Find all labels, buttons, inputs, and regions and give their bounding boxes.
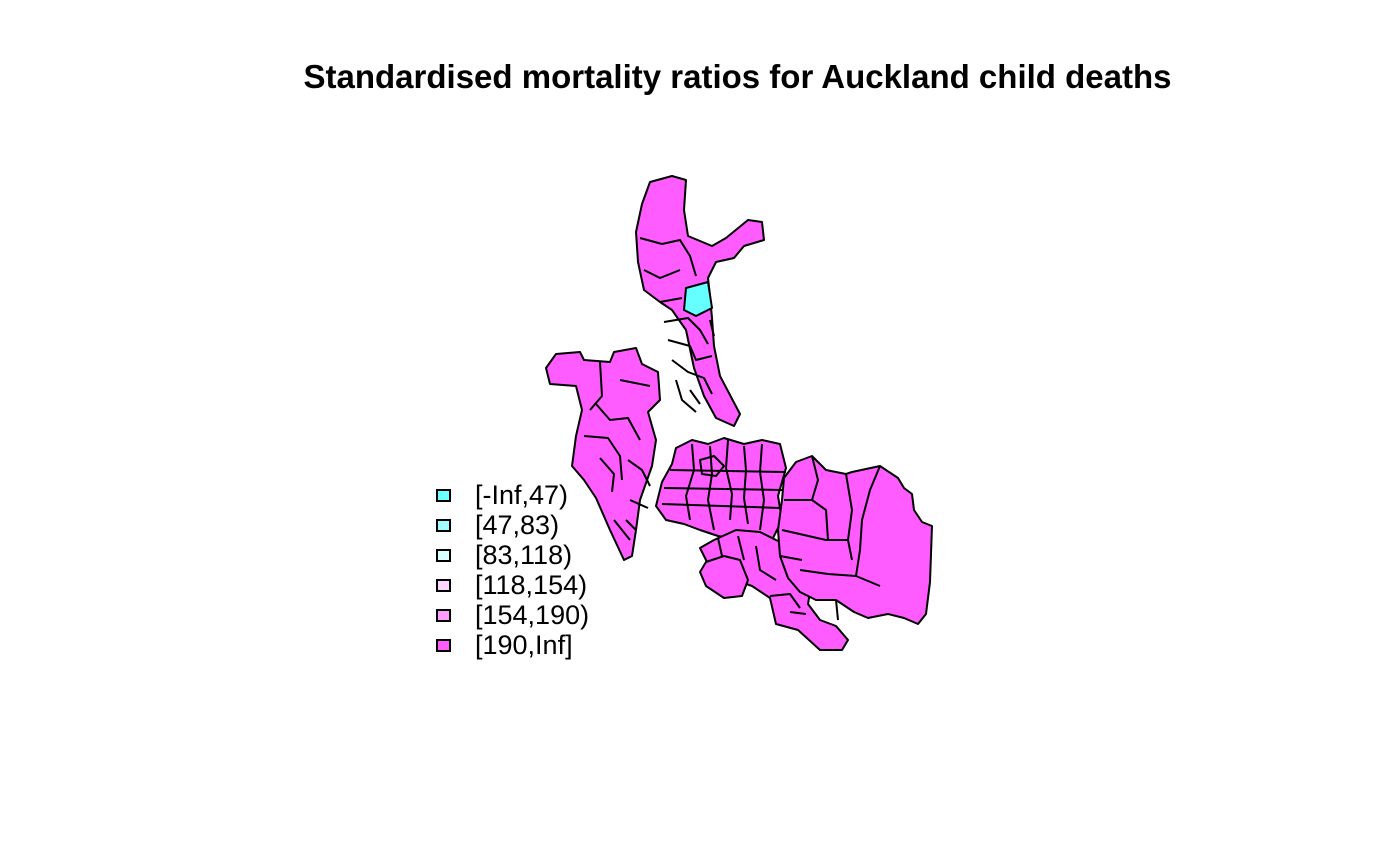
legend-swatch — [436, 518, 451, 532]
legend-item: [154,190) — [436, 600, 589, 630]
legend-swatch — [436, 548, 451, 562]
region-west — [545, 347, 661, 561]
legend-label: [154,190) — [475, 600, 590, 630]
region-central — [655, 437, 787, 549]
region-low-ratio — [683, 281, 713, 317]
legend-swatch — [436, 488, 451, 502]
legend-label: [190,Inf] — [475, 630, 573, 660]
legend-swatch — [436, 638, 451, 652]
legend-label: [83,118) — [475, 540, 573, 570]
legend-swatch — [436, 578, 451, 592]
legend-item: [118,154) — [436, 570, 589, 600]
legend-item: [-Inf,47) — [436, 480, 589, 510]
region-east — [777, 455, 933, 625]
map-title: Standardised mortality ratios for Auckla… — [303, 58, 1172, 95]
region-south-west — [699, 555, 749, 599]
legend-label: [47,83) — [475, 510, 560, 540]
legend-label: [-Inf,47) — [475, 480, 569, 510]
legend-item: [83,118) — [436, 540, 589, 570]
map-regions — [545, 175, 933, 651]
legend-label: [118,154) — [475, 570, 588, 600]
region-boundaries — [583, 237, 881, 621]
legend-item: [190,Inf] — [436, 630, 589, 660]
legend: [-Inf,47) [47,83) [83,118) [118,154) [154,19… — [436, 480, 589, 660]
legend-swatch — [436, 608, 451, 622]
legend-item: [47,83) — [436, 510, 589, 540]
